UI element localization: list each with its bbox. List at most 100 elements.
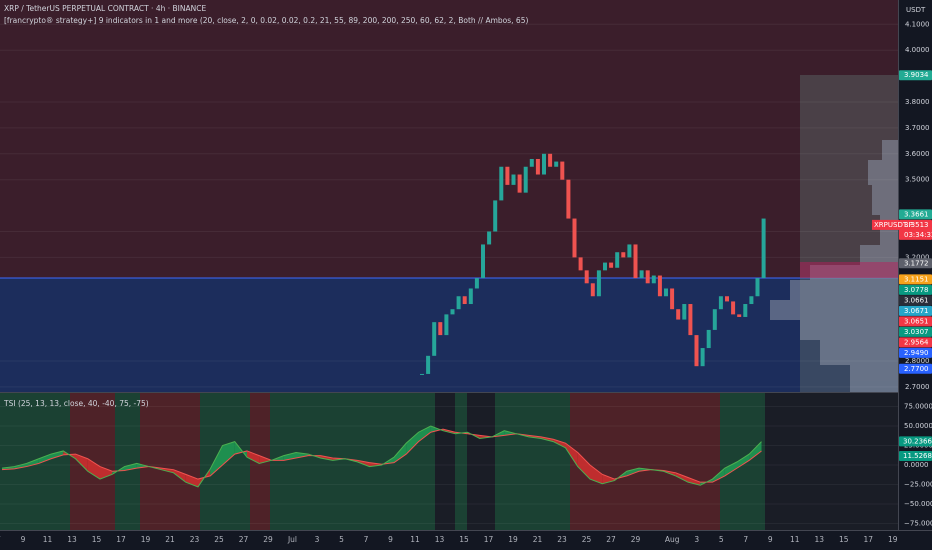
price-badge-label: 3.0661 xyxy=(904,296,929,304)
price-badge xyxy=(899,209,932,220)
price-tick-label: 3.7000 xyxy=(905,124,930,132)
tsi-fill xyxy=(749,441,762,461)
price-badge xyxy=(899,305,932,316)
candle xyxy=(578,257,583,271)
candle xyxy=(761,218,766,279)
candle xyxy=(596,270,601,297)
time-label: 19 xyxy=(508,535,518,544)
time-label: 9 xyxy=(768,535,773,544)
time-label: 23 xyxy=(557,535,567,544)
time-label: 11 xyxy=(410,535,420,544)
candle xyxy=(676,309,681,320)
tsi-tick-label: −50.0000 xyxy=(904,500,932,508)
candle xyxy=(426,355,431,374)
candle xyxy=(474,278,479,289)
price-badge-label: 2.7700 xyxy=(904,365,929,373)
candle xyxy=(444,314,449,336)
time-label: 25 xyxy=(214,535,224,544)
tsi-fill xyxy=(222,441,235,465)
price-tick-label: 3.2000 xyxy=(905,253,930,261)
tsi-tick-label: 0.0000 xyxy=(904,461,929,469)
candle xyxy=(633,244,638,279)
candle xyxy=(560,161,565,180)
tsi-fill xyxy=(418,426,431,442)
time-label: 7 xyxy=(0,535,1,544)
currency-label: USDT xyxy=(906,6,926,14)
tsi-badge xyxy=(899,451,932,462)
candle xyxy=(432,322,437,356)
candle xyxy=(511,174,516,185)
time-label: Jul xyxy=(287,535,297,544)
time-label: 27 xyxy=(606,535,616,544)
candle xyxy=(621,252,626,258)
candle xyxy=(523,166,528,193)
tsi-fill xyxy=(247,450,260,464)
price-badge xyxy=(899,284,932,295)
candle xyxy=(456,296,461,310)
price-axis: 4.10004.00003.80003.70003.60003.50003.30… xyxy=(872,20,932,391)
candle xyxy=(688,304,693,336)
tsi-fill xyxy=(626,468,639,476)
candle xyxy=(731,301,736,315)
tsi-plot xyxy=(1,425,762,488)
tsi-fill xyxy=(406,432,419,455)
candle xyxy=(737,314,742,317)
candle xyxy=(615,252,620,268)
symbol-title: XRP / TetherUS PERPETUAL CONTRACT · 4h ·… xyxy=(4,4,206,13)
price-badge-label: 3.3661 xyxy=(904,210,929,218)
candle xyxy=(481,244,485,279)
tsi-tick-label: −25.0000 xyxy=(904,481,932,489)
tsi-grid xyxy=(0,406,898,524)
tsi-badge-label: 11.5268 xyxy=(903,452,932,460)
blue-zone xyxy=(0,278,898,392)
candle xyxy=(584,270,589,284)
candle xyxy=(664,288,668,297)
time-label: 15 xyxy=(839,535,849,544)
tsi-tick-label: 75.0000 xyxy=(904,403,932,411)
time-axis xyxy=(0,530,932,550)
price-badge-label: 2.9564 xyxy=(904,338,929,346)
price-badge-label: 3.1772 xyxy=(904,259,929,267)
tsi-fill xyxy=(14,463,27,469)
candle xyxy=(651,275,656,284)
price-badge-label: 3.9034 xyxy=(904,71,929,79)
price-badge-label: 3.3513 xyxy=(904,221,929,229)
candle xyxy=(438,322,443,336)
indicator-title: [francrypto® strategy+] 9 indicators in … xyxy=(4,16,528,25)
price-badge xyxy=(899,326,932,337)
time-label: 7 xyxy=(364,535,369,544)
tsi-badge-label: 30.2366 xyxy=(903,437,932,445)
time-label: 3 xyxy=(315,535,320,544)
time-labels: 7 9 11 13 15 17 19 21 23 25 27 29 Jul 3 5 7 9 11 13 15 17 19 2… xyxy=(0,535,898,544)
time-label: 9 xyxy=(21,535,26,544)
price-badge xyxy=(899,295,932,306)
tsi-fill xyxy=(394,443,407,463)
candle xyxy=(517,174,522,193)
tsi-values-line xyxy=(1,425,762,488)
tsi-title: TSI (25, 13, 13, close, 40, -40, 75, -75… xyxy=(3,399,149,408)
price-badge-label: 3.1151 xyxy=(904,275,929,283)
price-tick-label: 4.1000 xyxy=(905,20,930,28)
tsi-fill xyxy=(712,468,725,483)
price-badge xyxy=(899,316,932,327)
symbol-tag-label: XRPUSDT.P xyxy=(874,221,913,229)
time-label: 17 xyxy=(863,535,873,544)
candle xyxy=(529,158,534,167)
candle xyxy=(572,218,577,258)
candle xyxy=(718,296,723,310)
tsi-fill xyxy=(173,469,186,483)
candles xyxy=(420,153,766,375)
value-area xyxy=(800,262,898,278)
tsi-fill xyxy=(38,454,51,464)
price-tick-label: 3.8000 xyxy=(905,98,930,106)
candle xyxy=(627,244,632,258)
time-label: 29 xyxy=(263,535,273,544)
candle xyxy=(548,153,553,167)
time-label: 23 xyxy=(190,535,200,544)
candle xyxy=(712,309,717,330)
candle xyxy=(670,288,675,310)
tsi-fill xyxy=(100,466,113,480)
price-badge xyxy=(899,347,932,358)
candle xyxy=(755,278,760,297)
tsi-fill xyxy=(590,465,603,484)
